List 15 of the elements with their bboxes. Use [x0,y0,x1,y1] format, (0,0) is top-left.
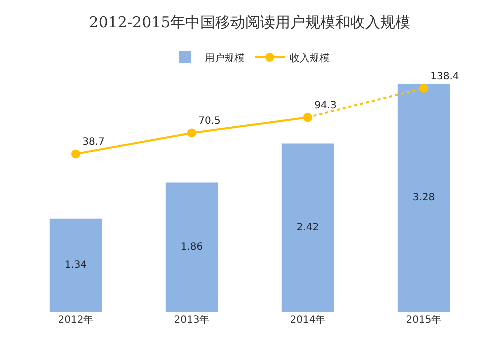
x-tick-label: 2013年 [174,314,210,326]
data-label: 70.5 [198,116,221,128]
data-label: 1.34 [64,260,88,271]
data-label: 2.42 [296,222,320,234]
x-tick-label: 2015年 [406,314,442,326]
data-label: 1.86 [180,242,204,253]
x-tick-label: 2012年 [58,314,94,326]
legend-label: 收入规模 [290,52,330,64]
data-label: 3.28 [412,192,436,204]
x-tick-label: 2014年 [290,314,326,326]
data-label: 94.3 [314,100,337,112]
legend-label: 用户规模 [205,52,245,64]
data-label: 138.4 [430,71,460,82]
chart-title: 2012-2015年中国移动阅读用户规模和收入规模 [89,14,411,32]
data-label: 38.7 [82,137,105,148]
